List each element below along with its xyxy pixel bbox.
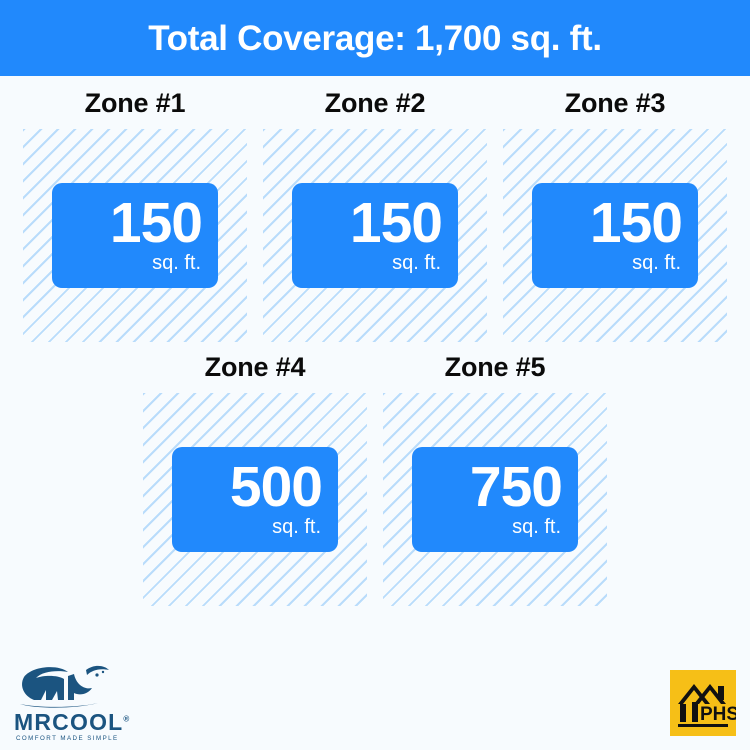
mrcool-wordmark-text: MRCOOL: [14, 708, 124, 735]
zone-hatch-panel-5: 750 sq. ft.: [383, 393, 607, 606]
zone-card-4[interactable]: Zone #4 500 sq. ft.: [143, 354, 367, 606]
zone-label-2: Zone #2: [324, 88, 426, 118]
phs-wordmark: PHS: [700, 704, 736, 725]
zone-card-3[interactable]: Zone #3 150 sq. ft.: [503, 90, 727, 342]
zone-value-2: 150: [349, 191, 443, 256]
mrcool-logo: MRCOOL® COMFORT MADE SIMPLE: [14, 664, 146, 742]
mrcool-tagline: COMFORT MADE SIMPLE: [16, 734, 119, 742]
zone-label-3: Zone #3: [564, 88, 666, 118]
zone-label-1: Zone #1: [84, 88, 186, 118]
zone-hatch-panel-4: 500 sq. ft.: [143, 393, 367, 606]
header-banner: Total Coverage: 1,700 sq. ft.: [0, 0, 750, 76]
zone-unit-2: sq. ft.: [392, 251, 441, 274]
zone-hatch-panel-2: 150 sq. ft.: [263, 129, 487, 342]
zone-value-card-1: 150 sq. ft.: [52, 183, 218, 288]
zone-unit-1: sq. ft.: [152, 251, 201, 274]
zone-unit-4: sq. ft.: [272, 515, 321, 538]
zone-value-5: 750: [469, 455, 563, 520]
zone-value-3: 150: [589, 191, 683, 256]
mrcool-bear-icon: [20, 665, 109, 708]
zone-row-1: Zone #1 150 sq. ft. Zone #2 150 sq. ft. …: [0, 76, 750, 342]
zone-card-5[interactable]: Zone #5 750 sq. ft.: [383, 354, 607, 606]
zone-label-5: Zone #5: [444, 352, 546, 382]
zone-unit-3: sq. ft.: [632, 251, 681, 274]
zone-value-4: 500: [229, 455, 323, 520]
zone-value-card-4: 500 sq. ft.: [172, 447, 338, 552]
page-title: Total Coverage: 1,700 sq. ft.: [148, 18, 602, 58]
zone-row-2: Zone #4 500 sq. ft. Zone #5 750 sq. ft.: [0, 342, 750, 606]
zone-value-card-5: 750 sq. ft.: [412, 447, 578, 552]
zones-area: Zone #1 150 sq. ft. Zone #2 150 sq. ft. …: [0, 76, 750, 606]
footer: MRCOOL® COMFORT MADE SIMPLE PHS: [0, 654, 750, 750]
phs-house-icon: PHS: [670, 670, 739, 736]
zone-unit-5: sq. ft.: [512, 515, 561, 538]
zone-value-card-3: 150 sq. ft.: [532, 183, 698, 288]
zone-label-4: Zone #4: [204, 352, 306, 382]
mrcool-wordmark: MRCOOL®: [14, 708, 146, 735]
phs-logo: PHS: [670, 670, 739, 736]
zone-card-2[interactable]: Zone #2 150 sq. ft.: [263, 90, 487, 342]
zone-hatch-panel-1: 150 sq. ft.: [23, 129, 247, 342]
zone-value-card-2: 150 sq. ft.: [292, 183, 458, 288]
zone-value-1: 150: [109, 191, 203, 256]
mrcool-registered-mark: ®: [123, 714, 130, 724]
zone-card-1[interactable]: Zone #1 150 sq. ft.: [23, 90, 247, 342]
zone-hatch-panel-3: 150 sq. ft.: [503, 129, 727, 342]
